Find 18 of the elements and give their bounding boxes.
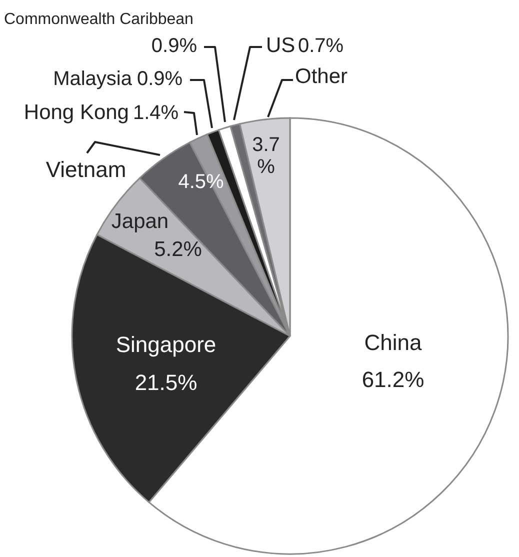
slice-label: Malaysia	[53, 68, 133, 90]
slice-label: Hong Kong	[24, 101, 129, 124]
slice-label: China	[364, 330, 423, 355]
data-label: 21.5%	[134, 370, 198, 395]
slice-label: Singapore	[116, 332, 216, 357]
slice-label: Other	[295, 65, 348, 88]
data-label: 5.2%	[154, 238, 202, 261]
data-label: 4.5%	[178, 171, 224, 193]
data-label: 0.9%	[151, 35, 198, 57]
slice-label: US	[266, 34, 296, 57]
data-label: 3.7%	[252, 134, 280, 178]
slice-label: Japan	[111, 210, 169, 233]
data-label: 0.7%	[298, 35, 344, 57]
slice-label: Commonwealth Caribbean	[4, 11, 194, 28]
slice-label: Vietnam	[46, 157, 126, 182]
data-label: 0.9%	[137, 68, 183, 90]
data-label: 1.4%	[133, 102, 179, 124]
data-label: 61.2%	[362, 367, 424, 392]
